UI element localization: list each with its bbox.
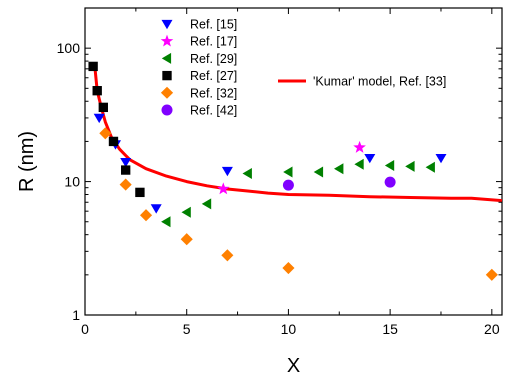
data-point-series4-1 [119, 178, 132, 191]
data-point-series0-6 [435, 154, 447, 164]
x-tick-label: 5 [183, 321, 191, 337]
data-point-series2-10 [425, 161, 435, 173]
x-tick-label: 10 [281, 321, 297, 337]
data-point-series0-5 [364, 154, 376, 164]
data-point-series0-0 [93, 113, 105, 124]
data-point-series1-0 [217, 182, 230, 195]
legend-marker-3 [162, 70, 172, 81]
data-point-series0-2 [120, 158, 132, 168]
legend-label-3: Ref. [27] [190, 69, 237, 83]
legend-label-0: Ref. [15] [190, 18, 237, 32]
legend-marker-2 [161, 52, 172, 64]
legend-marker-5 [161, 104, 173, 116]
y-tick-label: 10 [64, 174, 80, 190]
data-point-series2-2 [201, 198, 212, 210]
data-point-series3-2 [98, 102, 108, 113]
plot-frame [84, 7, 503, 316]
x-axis-title: X [287, 355, 300, 377]
x-tick-label: 15 [382, 321, 398, 337]
data-point-series3-3 [108, 136, 119, 147]
data-point-series2-6 [334, 163, 344, 175]
data-point-series3-1 [92, 86, 102, 96]
y-axis-title: R (nm) [16, 131, 38, 192]
data-point-series2-0 [161, 216, 171, 228]
data-point-series1-1 [353, 140, 366, 153]
data-point-series0-4 [221, 166, 233, 177]
data-point-series2-3 [242, 168, 252, 179]
data-point-series3-4 [121, 165, 131, 175]
legend-label-2: Ref. [29] [190, 52, 237, 66]
legend-label-5: Ref. [42] [190, 104, 237, 118]
legend-marker-4 [160, 86, 174, 99]
data-point-series4-2 [140, 209, 153, 222]
kumar-model-line [93, 70, 503, 203]
data-point-series4-6 [485, 268, 498, 281]
legend-label-1: Ref. [17] [190, 35, 237, 49]
data-point-series4-0 [99, 127, 112, 140]
data-point-series4-3 [180, 233, 193, 246]
legend-label-kumar: 'Kumar' model, Ref. [33] [313, 75, 446, 89]
legend-label-4: Ref. [32] [190, 86, 237, 100]
legend-marker-1 [160, 34, 174, 47]
data-point-series2-1 [181, 206, 191, 218]
y-tick-label: 100 [57, 40, 81, 56]
data-point-series2-5 [313, 166, 324, 178]
data-point-series3-5 [135, 187, 145, 198]
data-point-series0-3 [150, 204, 162, 214]
data-point-series2-9 [405, 160, 415, 172]
data-point-series4-5 [282, 262, 295, 275]
x-tick-label: 20 [484, 321, 500, 337]
legend-marker-0 [161, 19, 173, 30]
data-point-series2-4 [283, 166, 293, 178]
data-point-series4-4 [221, 249, 234, 262]
data-point-series2-8 [384, 160, 395, 171]
data-point-series3-0 [88, 61, 98, 72]
data-point-series5-0 [282, 179, 294, 191]
data-point-series2-7 [354, 158, 364, 170]
data-point-series5-1 [384, 176, 396, 188]
y-tick-label: 1 [72, 307, 80, 323]
x-tick-label: 0 [81, 321, 89, 337]
